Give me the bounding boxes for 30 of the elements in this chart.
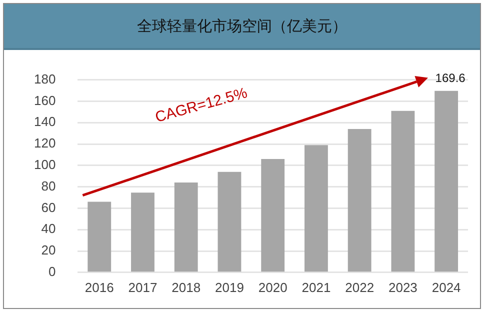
x-tick-label: 2016 [84, 280, 114, 295]
x-tick-label: 2020 [258, 280, 288, 295]
y-tick-label: 60 [41, 200, 56, 215]
bar [174, 182, 198, 272]
x-tick-label: 2019 [215, 280, 244, 295]
y-tick-label: 160 [34, 92, 56, 108]
bar [304, 145, 328, 272]
x-tick-label: 2023 [388, 280, 418, 295]
data-label: 169.6 [435, 71, 466, 86]
y-tick-label: 120 [34, 136, 56, 151]
bar [391, 110, 415, 272]
x-tick-label: 2021 [302, 280, 331, 295]
y-tick-label: 40 [41, 221, 56, 236]
x-tick-label: 2024 [432, 280, 461, 295]
y-tick-label: 80 [41, 178, 56, 194]
bar [218, 172, 242, 272]
bar [434, 90, 458, 272]
bar [261, 158, 285, 272]
bar [88, 202, 112, 272]
y-tick-label: 20 [41, 242, 56, 258]
bar [131, 192, 154, 272]
x-tick-label: 2018 [172, 280, 201, 295]
y-tick-label: 180 [34, 71, 56, 86]
y-tick-label: 0 [48, 264, 56, 279]
x-tick-label: 2022 [345, 280, 374, 295]
x-tick-label: 2017 [128, 280, 158, 295]
y-tick-label: 140 [34, 114, 56, 130]
chart-title: 全球轻量化市场空间（亿美元） [4, 4, 480, 50]
y-tick-label: 100 [34, 156, 56, 172]
bar [348, 129, 372, 272]
